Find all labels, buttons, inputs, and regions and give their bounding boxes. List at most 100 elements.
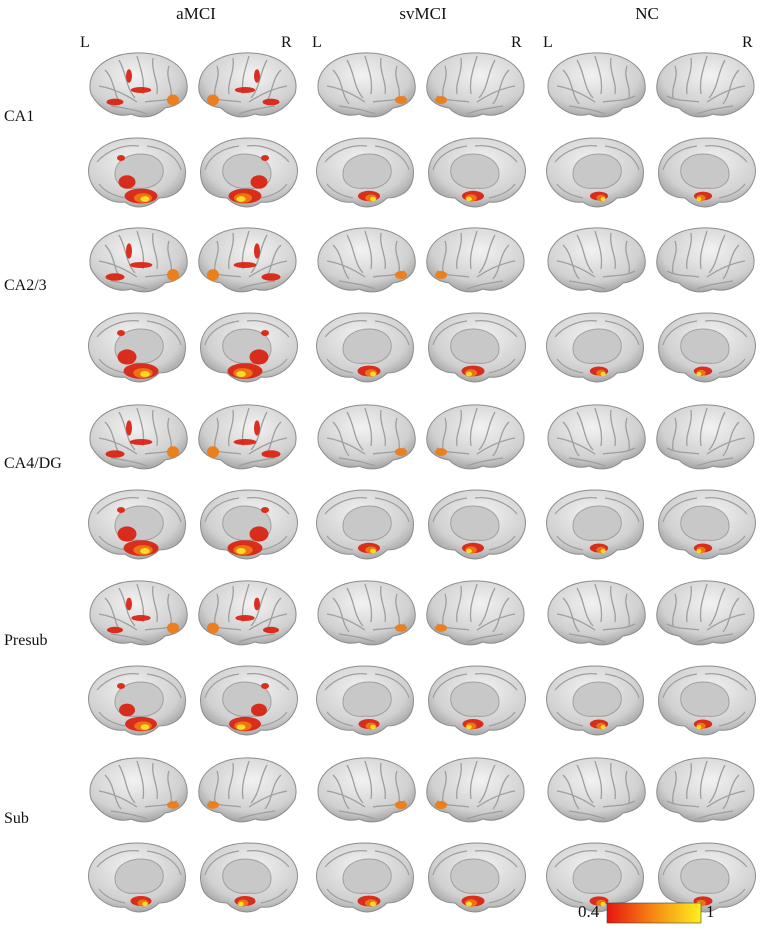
- medial-view-r2-c4: [546, 489, 644, 560]
- medial-view-r0-c2: [316, 137, 414, 208]
- lateral-view-r0-c3: [426, 52, 525, 118]
- activation-blob: [466, 196, 472, 202]
- hemisphere-label-right-nc: R: [742, 34, 753, 51]
- hemisphere-label-right-svmci: R: [511, 34, 522, 51]
- row-label-sub: Sub: [4, 810, 29, 827]
- lateral-view-r3-c0: [89, 580, 188, 646]
- medial-view-r1-c5: [658, 312, 756, 383]
- activation-blob: [117, 330, 125, 336]
- activation-blob: [369, 371, 377, 377]
- activation-blob: [395, 800, 407, 810]
- activation-blob: [435, 96, 447, 104]
- medial-view-r3-c4: [546, 665, 644, 736]
- lateral-view-r1-c4: [547, 227, 646, 293]
- activation-blob: [600, 196, 606, 202]
- activation-blob: [207, 801, 219, 809]
- activation-blob: [167, 269, 179, 281]
- activation-blob: [370, 724, 376, 730]
- activation-blob: [106, 98, 124, 106]
- lateral-view-r2-c4: [547, 404, 646, 470]
- medial-view-r1-c2: [316, 312, 414, 383]
- activation-blob: [251, 703, 267, 717]
- colorbar-max-label: 1: [706, 902, 715, 921]
- activation-blob: [236, 724, 246, 730]
- activation-blob: [129, 262, 153, 268]
- activation-blob: [261, 450, 281, 458]
- medial-view-r2-c0: [88, 489, 186, 560]
- lateral-view-r4-c4: [547, 757, 646, 823]
- row-label-presub: Presub: [4, 632, 48, 649]
- activation-blob: [465, 901, 473, 907]
- lateral-view-r3-c1: [198, 580, 297, 646]
- medial-view-r4-c1: [200, 842, 298, 913]
- activation-blob: [600, 371, 606, 377]
- activation-blob: [261, 155, 269, 161]
- medial-view-r4-c3: [428, 842, 526, 913]
- activation-blob: [167, 446, 179, 458]
- activation-blob: [254, 69, 260, 83]
- activation-blob: [117, 155, 125, 161]
- activation-blob: [126, 420, 132, 436]
- activation-blob: [117, 526, 137, 542]
- column-header-svmci: svMCI: [399, 4, 447, 23]
- activation-blob: [167, 622, 179, 634]
- medial-view-r3-c5: [658, 665, 756, 736]
- activation-blob: [140, 548, 150, 554]
- activation-blob: [466, 724, 472, 730]
- hemisphere-label-left-amci: L: [80, 34, 90, 51]
- medial-view-r1-c3: [428, 312, 526, 383]
- medial-view-r0-c5: [658, 137, 756, 208]
- activation-blob: [696, 548, 702, 554]
- medial-view-r0-c4: [546, 137, 644, 208]
- activation-blob: [261, 507, 269, 513]
- activation-blob: [250, 175, 268, 189]
- column-header-nc: NC: [635, 4, 659, 23]
- activation-blob: [395, 448, 407, 456]
- activation-blob: [238, 901, 244, 907]
- medial-view-r4-c2: [316, 842, 414, 913]
- lateral-view-r4-c0: [89, 757, 188, 823]
- activation-blob: [395, 624, 407, 632]
- activation-blob: [696, 371, 702, 377]
- activation-blob: [254, 420, 260, 436]
- medial-view-r1-c0: [88, 312, 186, 383]
- activation-blob: [207, 94, 219, 106]
- lateral-view-r0-c5: [656, 52, 755, 118]
- hemisphere-label-left-nc: L: [543, 34, 553, 51]
- activation-blob: [254, 243, 260, 259]
- activation-blob: [261, 683, 269, 689]
- activation-blob: [140, 196, 150, 202]
- medial-view-r0-c0: [88, 137, 186, 208]
- activation-blob: [696, 724, 702, 730]
- lateral-view-r1-c2: [317, 227, 416, 293]
- medial-view-r1-c4: [546, 312, 644, 383]
- activation-blob: [117, 349, 137, 365]
- activation-blob: [600, 901, 606, 907]
- activation-blob: [236, 371, 246, 377]
- lateral-view-r4-c2: [317, 757, 416, 823]
- row-label-ca2-3: CA2/3: [4, 277, 47, 294]
- activation-blob: [105, 273, 125, 281]
- lateral-view-r0-c1: [198, 52, 297, 118]
- activation-blob: [142, 901, 148, 907]
- medial-view-r3-c2: [316, 665, 414, 736]
- hemisphere-label-left-svmci: L: [312, 34, 322, 51]
- medial-view-r2-c2: [316, 489, 414, 560]
- activation-blob: [263, 626, 279, 634]
- lateral-view-r0-c4: [547, 52, 646, 118]
- activation-blob: [140, 724, 150, 730]
- activation-blob: [126, 69, 132, 83]
- row-label-ca4-dg: CA4/DG: [4, 455, 62, 472]
- activation-blob: [236, 196, 246, 202]
- activation-blob: [236, 548, 246, 554]
- medial-view-r3-c3: [428, 665, 526, 736]
- activation-blob: [233, 439, 257, 445]
- lateral-view-r0-c0: [89, 52, 188, 118]
- activation-blob: [119, 703, 135, 717]
- lateral-view-r3-c4: [547, 580, 646, 646]
- medial-view-r0-c3: [428, 137, 526, 208]
- activation-blob: [395, 270, 407, 280]
- activation-blob: [254, 597, 260, 611]
- medial-view-r3-c1: [200, 665, 298, 736]
